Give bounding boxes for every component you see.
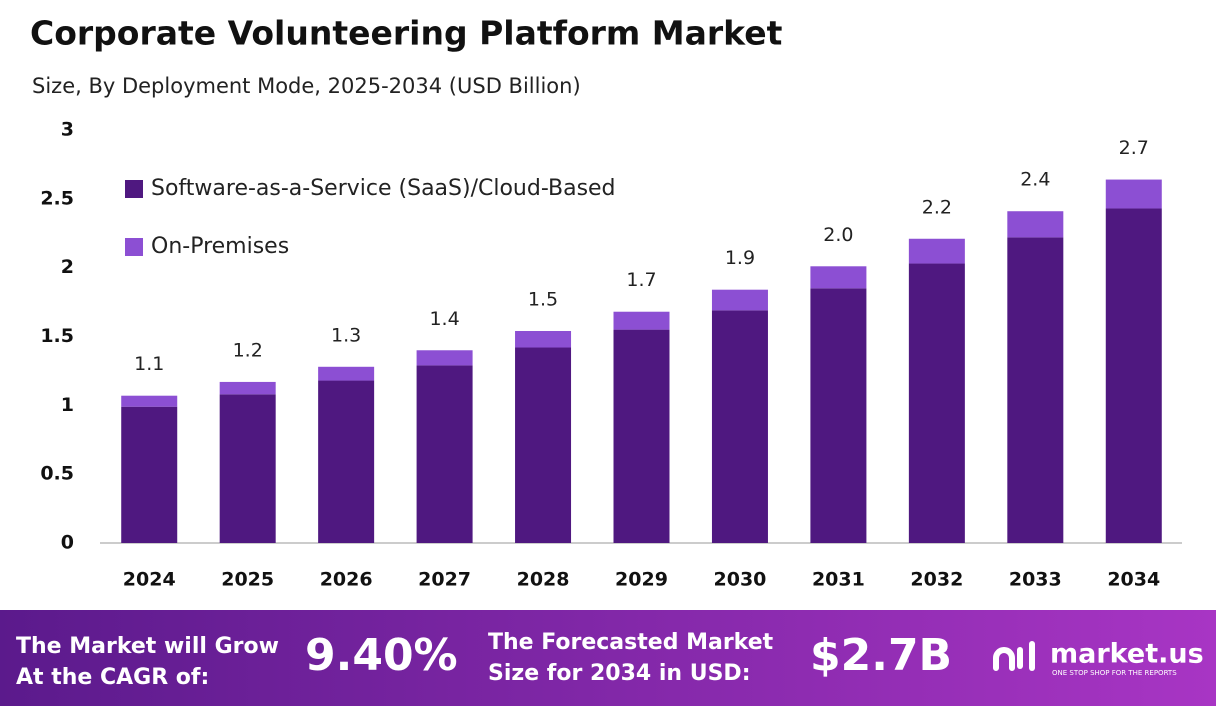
bar-segment — [1007, 211, 1064, 238]
chart-subtitle: Size, By Deployment Mode, 2025-2034 (USD… — [32, 74, 581, 98]
bar-segment — [711, 289, 768, 311]
total-label: 1.7 — [626, 269, 656, 291]
x-tick-label: 2027 — [418, 569, 471, 591]
cagr-label: At the CAGR of: — [16, 665, 209, 690]
bar-segment — [515, 347, 572, 543]
bar-segment — [416, 350, 473, 366]
x-tick-label: 2025 — [221, 569, 274, 591]
x-tick-label: 2033 — [1009, 569, 1062, 591]
chart-title: Corporate Volunteering Platform Market — [30, 14, 783, 53]
bar-segment — [219, 394, 276, 543]
bar-segment — [318, 380, 375, 543]
bar-segment — [613, 329, 670, 543]
x-tick-label: 2029 — [615, 569, 668, 591]
y-tick-label: 1.5 — [40, 325, 74, 347]
total-label: 2.7 — [1119, 137, 1149, 159]
legend-label: Software-as-a-Service (SaaS)/Cloud-Based — [151, 176, 616, 201]
bar-segment — [121, 395, 178, 407]
forecast-label: Size for 2034 in USD: — [488, 661, 751, 686]
bar-segment — [908, 238, 965, 264]
bar-segment — [711, 310, 768, 543]
bar-segment — [810, 266, 867, 289]
bar-segment — [1105, 208, 1162, 543]
bar-segment — [810, 288, 867, 543]
x-tick-label: 2028 — [517, 569, 570, 591]
legend-label: On-Premises — [151, 234, 289, 259]
bar-segment — [908, 263, 965, 543]
brand-tagline: ONE STOP SHOP FOR THE REPORTS — [1052, 669, 1177, 677]
y-tick-label: 2 — [61, 256, 74, 278]
total-label: 2.0 — [823, 224, 853, 246]
bar-segment — [416, 365, 473, 543]
total-label: 1.9 — [725, 247, 755, 269]
forecast-value: $2.7B — [810, 630, 952, 681]
bar-segment — [1105, 179, 1162, 209]
total-label: 1.4 — [429, 308, 459, 330]
bar-segment — [219, 381, 276, 395]
total-label: 1.1 — [134, 353, 164, 375]
y-tick-label: 0 — [61, 532, 74, 554]
x-tick-label: 2030 — [714, 569, 767, 591]
bar-segment — [121, 406, 178, 543]
cagr-label: The Market will Grow — [16, 634, 279, 659]
y-tick-label: 3 — [61, 119, 74, 141]
bar-segment — [1007, 237, 1064, 543]
total-label: 1.2 — [233, 339, 263, 361]
brand-logo — [993, 641, 1035, 671]
x-tick-label: 2034 — [1107, 569, 1160, 591]
legend-swatch — [125, 238, 143, 256]
forecast-label: The Forecasted Market — [488, 630, 774, 655]
x-tick-label: 2032 — [910, 569, 963, 591]
y-tick-label: 1 — [61, 394, 74, 416]
y-tick-label: 2.5 — [40, 187, 74, 209]
x-tick-label: 2031 — [812, 569, 865, 591]
y-tick-label: 0.5 — [40, 463, 74, 485]
x-tick-label: 2024 — [123, 569, 176, 591]
cagr-value: 9.40% — [305, 630, 458, 681]
total-label: 1.5 — [528, 288, 558, 310]
bar-segment — [515, 330, 572, 348]
brand-name: market.us — [1050, 639, 1204, 670]
total-label: 2.4 — [1020, 169, 1050, 191]
total-label: 2.2 — [922, 196, 952, 218]
total-label: 1.3 — [331, 324, 361, 346]
x-tick-label: 2026 — [320, 569, 373, 591]
legend-swatch — [125, 180, 143, 198]
bar-segment — [613, 311, 670, 330]
bar-segment — [318, 366, 375, 381]
